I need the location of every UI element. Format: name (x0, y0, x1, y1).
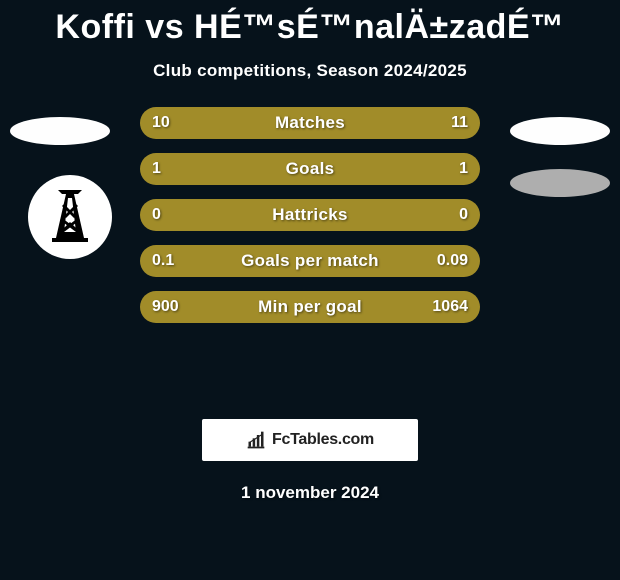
page-subtitle: Club competitions, Season 2024/2025 (0, 61, 620, 81)
stat-bars: Matches1011Goals11Hattricks00Goals per m… (140, 107, 480, 337)
comparison-infographic: Koffi vs HÉ™sÉ™nalÄ±zadÉ™ Club competiti… (0, 0, 620, 580)
stat-value-right: 0.09 (437, 245, 468, 277)
stat-value-left: 900 (152, 291, 179, 323)
stat-value-right: 1 (459, 153, 468, 185)
footer-date: 1 november 2024 (0, 483, 620, 503)
stat-label: Min per goal (140, 291, 480, 323)
stat-label: Hattricks (140, 199, 480, 231)
stat-value-left: 0 (152, 199, 161, 231)
stat-row: Goals per match0.1 0.09 (140, 245, 480, 277)
stat-value-left: 0.1 (152, 245, 174, 277)
bar-chart-icon (246, 430, 266, 450)
stat-value-right: 1064 (432, 291, 468, 323)
branding-badge: FcTables.com (202, 419, 418, 461)
stat-label: Goals (140, 153, 480, 185)
stat-value-left: 1 (152, 153, 161, 185)
stat-value-right: 0 (459, 199, 468, 231)
stat-label: Goals per match (140, 245, 480, 277)
club-badge-left (28, 175, 112, 259)
stat-arena: Matches1011Goals11Hattricks00Goals per m… (0, 107, 620, 407)
player-right-oval-secondary (510, 169, 610, 197)
branding-text: FcTables.com (272, 431, 374, 449)
stat-row: Matches10 11 (140, 107, 480, 139)
player-left-oval (10, 117, 110, 145)
stat-value-left: 10 (152, 107, 170, 139)
stat-label: Matches (140, 107, 480, 139)
stat-row: Hattricks0 0 (140, 199, 480, 231)
stat-value-right: 11 (451, 107, 468, 139)
page-title: Koffi vs HÉ™sÉ™nalÄ±zadÉ™ (0, 0, 620, 47)
stat-row: Goals1 1 (140, 153, 480, 185)
player-right-oval (510, 117, 610, 145)
stat-row: Min per goal900 1064 (140, 291, 480, 323)
